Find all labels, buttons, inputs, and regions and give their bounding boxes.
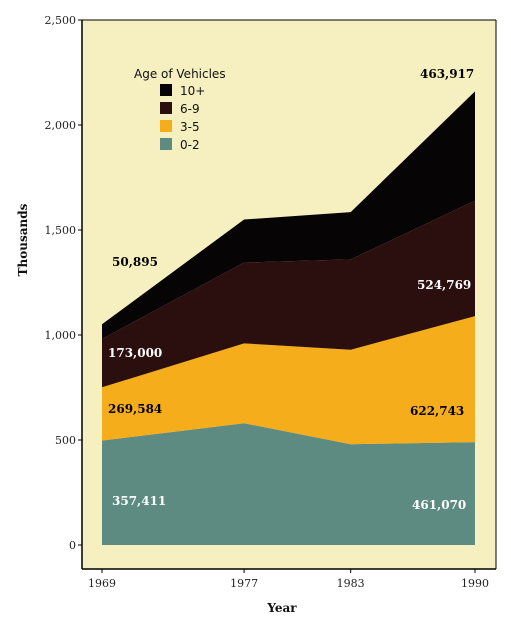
x-tick-label: 1977 bbox=[230, 577, 258, 590]
legend-title: Age of Vehicles bbox=[134, 67, 226, 81]
legend-swatch bbox=[160, 120, 172, 132]
legend-item-label: 3-5 bbox=[180, 120, 200, 134]
data-label: 269,584 bbox=[108, 402, 162, 416]
legend-swatch bbox=[160, 102, 172, 114]
legend-swatch bbox=[160, 138, 172, 150]
legend-item-label: 10+ bbox=[180, 84, 205, 98]
y-axis-title: Thousands bbox=[16, 203, 30, 276]
area-10plus bbox=[102, 91, 475, 340]
data-label: 524,769 bbox=[417, 278, 471, 292]
data-label: 622,743 bbox=[410, 404, 464, 418]
legend-item-label: 6-9 bbox=[180, 102, 200, 116]
data-label: 173,000 bbox=[108, 346, 162, 360]
legend: Age of Vehicles 10+ 6-9 3-5 0-2 bbox=[134, 67, 226, 152]
x-tick-label: 1990 bbox=[461, 577, 489, 590]
data-label: 50,895 bbox=[112, 255, 158, 269]
area-0-2 bbox=[102, 423, 475, 545]
axes-group bbox=[81, 19, 497, 570]
y-tick-label: 2,000 bbox=[45, 119, 77, 132]
x-tick-label: 1969 bbox=[88, 577, 116, 590]
x-tick-label: 1983 bbox=[337, 577, 365, 590]
legend-swatch bbox=[160, 84, 172, 96]
y-tick-label: 2,500 bbox=[45, 14, 77, 27]
legend-item-label: 0-2 bbox=[180, 138, 200, 152]
data-label: 463,917 bbox=[420, 67, 474, 81]
y-tick-label: 0 bbox=[69, 539, 76, 552]
y-axis-ticks: 0 500 1,000 1,500 2,000 2,500 bbox=[45, 14, 82, 552]
data-label: 461,070 bbox=[412, 498, 466, 512]
area-series-group bbox=[102, 91, 475, 545]
y-tick-label: 500 bbox=[55, 434, 76, 447]
data-labels-group: 50,895 173,000 269,584 357,411 463,917 524,76… bbox=[108, 67, 474, 512]
area-3-5 bbox=[102, 316, 475, 445]
y-tick-label: 1,500 bbox=[45, 224, 77, 237]
x-axis-ticks: 1969 1977 1983 1990 bbox=[88, 569, 489, 590]
data-label: 357,411 bbox=[112, 494, 166, 508]
x-axis-title: Year bbox=[266, 601, 297, 615]
area-6-9 bbox=[102, 200, 475, 388]
y-tick-label: 1,000 bbox=[45, 329, 77, 342]
